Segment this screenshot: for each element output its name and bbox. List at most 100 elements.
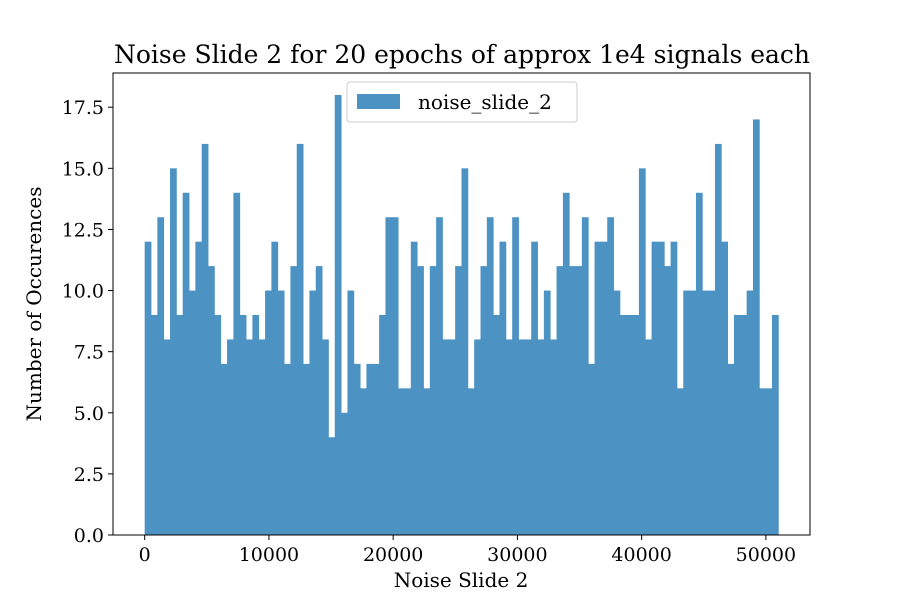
histogram-bar: [429, 266, 437, 535]
histogram-bar: [284, 363, 291, 535]
histogram-bar: [404, 388, 412, 535]
histogram-bar: [556, 266, 564, 535]
histogram-bar: [334, 95, 342, 535]
histogram-bar: [252, 315, 260, 535]
y-tick-label: 7.5: [74, 342, 104, 364]
histogram-bar: [505, 339, 513, 535]
histogram-bar: [493, 315, 500, 535]
histogram-bar: [442, 339, 450, 535]
histogram-bar: [227, 339, 234, 535]
histogram-bar: [189, 290, 196, 535]
histogram-bar: [309, 290, 317, 535]
x-axis-label: Noise Slide 2: [394, 568, 529, 592]
histogram-bar: [239, 315, 247, 535]
histogram-bars: [144, 95, 779, 536]
histogram-bar: [537, 339, 545, 535]
y-tick-label: 0.0: [74, 525, 104, 547]
histogram-bar: [208, 266, 215, 535]
histogram-bar: [689, 290, 697, 535]
x-tick-label: 40000: [611, 544, 671, 566]
histogram-bar: [727, 363, 735, 535]
histogram-bar: [322, 339, 329, 535]
histogram-bar: [398, 388, 405, 535]
histogram-bar: [581, 217, 589, 535]
histogram-bar: [385, 217, 393, 535]
histogram-bar: [379, 315, 386, 535]
histogram-bar: [455, 266, 462, 535]
histogram-bar: [759, 388, 767, 535]
histogram-bar: [569, 266, 576, 535]
histogram-bar: [670, 241, 678, 536]
histogram-bar: [195, 241, 203, 536]
histogram-bar: [176, 315, 184, 535]
histogram-bar: [600, 241, 608, 536]
histogram-bar: [486, 217, 494, 535]
histogram-bar: [708, 290, 716, 535]
histogram-bar: [258, 339, 266, 535]
histogram-bar: [613, 290, 621, 535]
histogram-bar: [524, 339, 532, 535]
histogram-bar: [531, 241, 538, 536]
histogram-bar: [695, 192, 703, 535]
y-axis-label: Number of Occurences: [22, 187, 46, 422]
histogram-bar: [417, 266, 424, 535]
histogram-bar: [341, 412, 348, 535]
legend: noise_slide_2: [346, 81, 578, 123]
histogram-bar: [632, 315, 640, 535]
histogram-bar: [461, 168, 469, 535]
histogram-bar: [752, 119, 760, 535]
histogram-bar: [163, 339, 171, 535]
y-tick-label: 15.0: [62, 158, 104, 180]
histogram-bar: [562, 192, 570, 535]
histogram-bar: [353, 363, 361, 535]
histogram-bar: [619, 315, 627, 535]
histogram-bar: [467, 388, 475, 535]
histogram-bar: [315, 266, 323, 535]
histogram-bar: [391, 217, 399, 535]
histogram-bar: [550, 339, 557, 535]
histogram-bar: [721, 241, 729, 536]
histogram-bar: [626, 315, 633, 535]
histogram-bar: [499, 241, 507, 536]
histogram-bar: [765, 388, 773, 535]
histogram-bar: [201, 143, 209, 535]
histogram-bar: [296, 143, 304, 535]
histogram-bar: [220, 363, 228, 535]
histogram-bar: [372, 363, 380, 535]
legend-label: noise_slide_2: [418, 90, 552, 114]
histogram-bar: [277, 290, 285, 535]
histogram-bar: [638, 168, 646, 535]
histogram-bar: [594, 241, 602, 536]
histogram-bar: [657, 241, 665, 536]
histogram-bar: [771, 315, 779, 535]
histogram-bar: [676, 388, 684, 535]
y-axis: 0.0 2.5 5.0 7.5 10.0 12.5 15.0 17.5: [62, 97, 113, 547]
y-tick-label: 17.5: [62, 97, 104, 119]
x-tick-label: 20000: [363, 544, 423, 566]
histogram-bar: [607, 217, 614, 535]
y-tick-label: 5.0: [74, 403, 104, 425]
x-tick-label: 10000: [239, 544, 299, 566]
histogram-bar: [448, 339, 456, 535]
x-tick-label: 30000: [487, 544, 547, 566]
axes-frame: [112, 72, 811, 536]
y-tick-label: 10.0: [62, 281, 104, 303]
legend-swatch: [357, 94, 400, 109]
histogram-bar: [702, 290, 710, 535]
histogram-bar: [265, 290, 272, 535]
histogram-bar: [683, 290, 691, 535]
histogram-bar: [347, 290, 355, 535]
histogram-bar: [182, 192, 190, 535]
histogram-bar: [518, 339, 526, 535]
histogram-bar: [733, 315, 741, 535]
legend-box: [346, 81, 578, 123]
chart-title: Noise Slide 2 for 20 epochs of approx 1e…: [114, 40, 810, 69]
histogram-bar: [645, 339, 652, 535]
histogram-bar: [360, 388, 367, 535]
histogram-bar: [290, 266, 298, 535]
histogram-bar: [480, 266, 488, 535]
histogram-bar: [366, 363, 374, 535]
histogram-bar: [714, 143, 722, 535]
histogram-bar: [664, 266, 671, 535]
